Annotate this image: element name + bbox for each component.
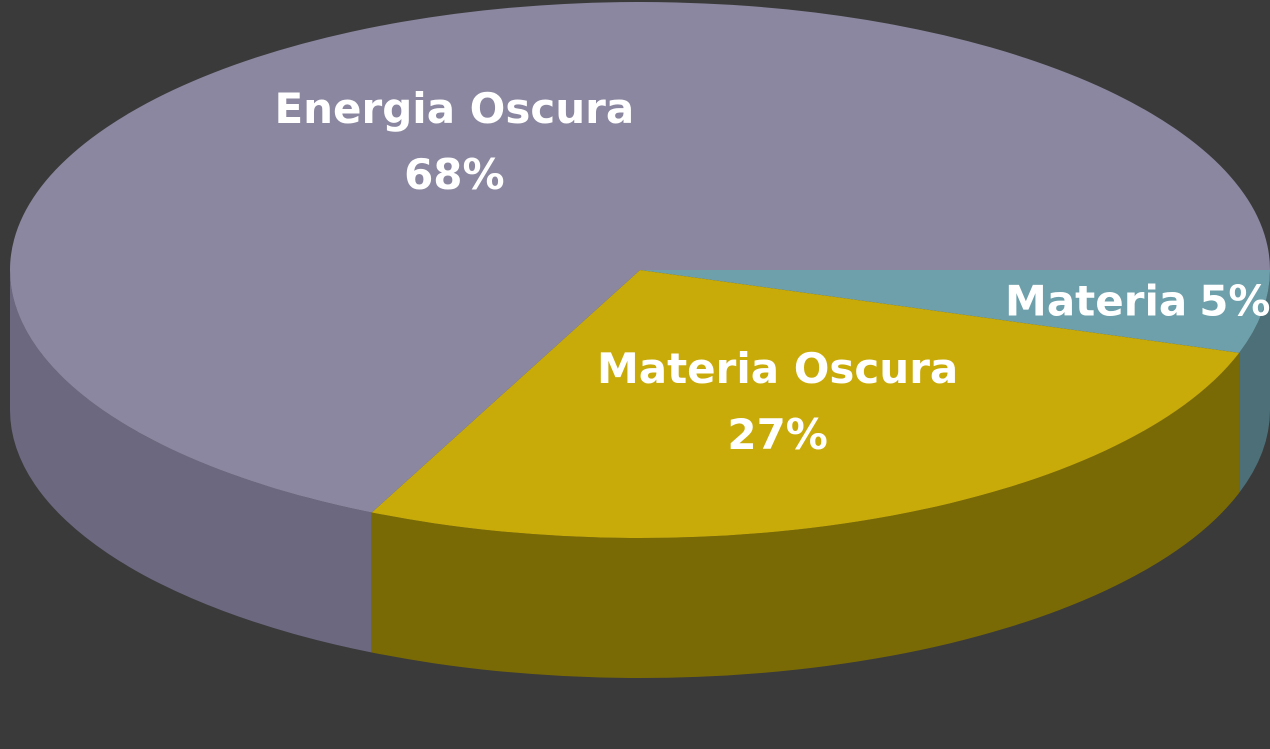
category-label: Materia Oscura <box>597 344 958 393</box>
value-label: 68% <box>404 150 505 199</box>
data-label-text: Materia 5% <box>1005 276 1270 325</box>
slice-side <box>9 270 372 653</box>
slice <box>640 270 1270 353</box>
data-label: Materia 5% <box>1005 276 1270 325</box>
slice <box>371 270 1240 538</box>
category-label: Energia Oscura <box>274 84 634 133</box>
slice <box>10 2 1270 513</box>
slice-side <box>1239 270 1270 493</box>
slice-side <box>371 352 1240 678</box>
value-label: 27% <box>727 410 828 459</box>
data-label: Energia Oscura 68% <box>274 84 634 199</box>
value-label: 5% <box>1199 276 1270 325</box>
data-label: Materia Oscura 27% <box>597 344 958 459</box>
category-label: Materia <box>1005 276 1187 325</box>
